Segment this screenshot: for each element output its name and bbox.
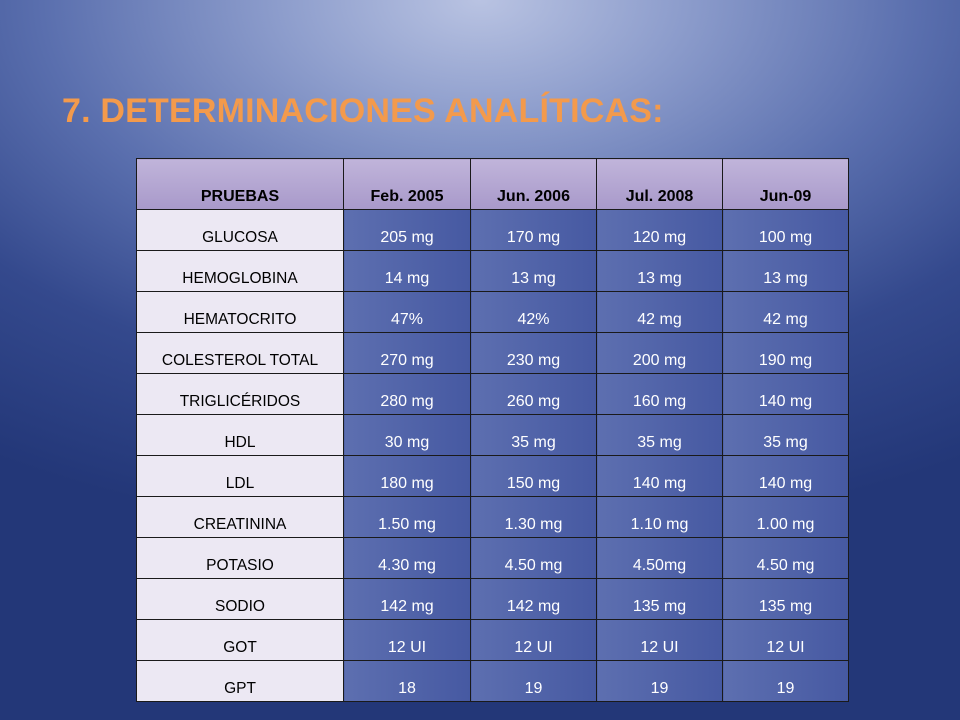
test-value-cell: 14 mg xyxy=(343,250,471,292)
test-value-cell: 19 xyxy=(596,660,723,702)
test-name-cell: SODIO xyxy=(136,578,344,620)
table-row: HDL 30 mg 35 mg 35 mg 35 mg xyxy=(136,414,849,456)
test-value-cell: 1.00 mg xyxy=(722,496,849,538)
table-row: COLESTEROL TOTAL 270 mg 230 mg 200 mg 190 mg xyxy=(136,332,849,374)
test-value-cell: 100 mg xyxy=(722,209,849,251)
test-value-cell: 18 xyxy=(343,660,471,702)
test-value-cell: 4.30 mg xyxy=(343,537,471,579)
test-value-cell: 1.50 mg xyxy=(343,496,471,538)
test-value-cell: 13 mg xyxy=(470,250,597,292)
table-row: GPT 18 19 19 19 xyxy=(136,660,849,702)
test-value-cell: 190 mg xyxy=(722,332,849,374)
test-name-cell: LDL xyxy=(136,455,344,497)
test-value-cell: 200 mg xyxy=(596,332,723,374)
test-value-cell: 170 mg xyxy=(470,209,597,251)
table-row: CREATININA 1.50 mg 1.30 mg 1.10 mg 1.00 mg xyxy=(136,496,849,538)
test-name-cell: HDL xyxy=(136,414,344,456)
test-value-cell: 150 mg xyxy=(470,455,597,497)
test-name-cell: POTASIO xyxy=(136,537,344,579)
test-value-cell: 35 mg xyxy=(596,414,723,456)
test-value-cell: 4.50mg xyxy=(596,537,723,579)
test-value-cell: 135 mg xyxy=(596,578,723,620)
test-value-cell: 140 mg xyxy=(722,373,849,415)
test-value-cell: 205 mg xyxy=(343,209,471,251)
test-value-cell: 1.10 mg xyxy=(596,496,723,538)
test-value-cell: 30 mg xyxy=(343,414,471,456)
test-value-cell: 42 mg xyxy=(722,291,849,333)
table-row: LDL 180 mg 150 mg 140 mg 140 mg xyxy=(136,455,849,497)
test-name-cell: COLESTEROL TOTAL xyxy=(136,332,344,374)
lab-results-table: PRUEBAS Feb. 2005 Jun. 2006 Jul. 2008 Ju… xyxy=(136,158,849,702)
test-value-cell: 230 mg xyxy=(470,332,597,374)
test-value-cell: 280 mg xyxy=(343,373,471,415)
test-value-cell: 142 mg xyxy=(343,578,471,620)
test-value-cell: 12 UI xyxy=(722,619,849,661)
test-name-cell: TRIGLICÉRIDOS xyxy=(136,373,344,415)
test-value-cell: 19 xyxy=(722,660,849,702)
test-value-cell: 13 mg xyxy=(596,250,723,292)
test-value-cell: 120 mg xyxy=(596,209,723,251)
test-name-cell: GLUCOSA xyxy=(136,209,344,251)
test-value-cell: 140 mg xyxy=(722,455,849,497)
table-row: TRIGLICÉRIDOS 280 mg 260 mg 160 mg 140 mg xyxy=(136,373,849,415)
test-name-cell: HEMOGLOBINA xyxy=(136,250,344,292)
test-value-cell: 35 mg xyxy=(722,414,849,456)
test-value-cell: 260 mg xyxy=(470,373,597,415)
header-cell-jun-2006: Jun. 2006 xyxy=(470,158,597,210)
test-value-cell: 135 mg xyxy=(722,578,849,620)
test-value-cell: 140 mg xyxy=(596,455,723,497)
test-value-cell: 1.30 mg xyxy=(470,496,597,538)
test-name-cell: CREATININA xyxy=(136,496,344,538)
test-name-cell: GPT xyxy=(136,660,344,702)
test-value-cell: 4.50 mg xyxy=(470,537,597,579)
test-value-cell: 12 UI xyxy=(343,619,471,661)
header-cell-pruebas: PRUEBAS xyxy=(136,158,344,210)
table-row: HEMATOCRITO 47% 42% 42 mg 42 mg xyxy=(136,291,849,333)
test-value-cell: 160 mg xyxy=(596,373,723,415)
slide-title: 7. DETERMINACIONES ANALÍTICAS: xyxy=(62,92,664,130)
test-value-cell: 12 UI xyxy=(596,619,723,661)
test-value-cell: 180 mg xyxy=(343,455,471,497)
test-value-cell: 13 mg xyxy=(722,250,849,292)
header-cell-jun-09: Jun-09 xyxy=(722,158,849,210)
table-row: GOT 12 UI 12 UI 12 UI 12 UI xyxy=(136,619,849,661)
test-value-cell: 12 UI xyxy=(470,619,597,661)
test-value-cell: 270 mg xyxy=(343,332,471,374)
test-value-cell: 42% xyxy=(470,291,597,333)
test-name-cell: GOT xyxy=(136,619,344,661)
table-row: SODIO 142 mg 142 mg 135 mg 135 mg xyxy=(136,578,849,620)
test-value-cell: 142 mg xyxy=(470,578,597,620)
test-value-cell: 4.50 mg xyxy=(722,537,849,579)
header-cell-feb-2005: Feb. 2005 xyxy=(343,158,471,210)
test-value-cell: 47% xyxy=(343,291,471,333)
table-row: HEMOGLOBINA 14 mg 13 mg 13 mg 13 mg xyxy=(136,250,849,292)
test-value-cell: 19 xyxy=(470,660,597,702)
test-value-cell: 35 mg xyxy=(470,414,597,456)
table-header-row: PRUEBAS Feb. 2005 Jun. 2006 Jul. 2008 Ju… xyxy=(136,158,849,210)
header-cell-jul-2008: Jul. 2008 xyxy=(596,158,723,210)
table-row: GLUCOSA 205 mg 170 mg 120 mg 100 mg xyxy=(136,209,849,251)
table-row: POTASIO 4.30 mg 4.50 mg 4.50mg 4.50 mg xyxy=(136,537,849,579)
test-value-cell: 42 mg xyxy=(596,291,723,333)
test-name-cell: HEMATOCRITO xyxy=(136,291,344,333)
